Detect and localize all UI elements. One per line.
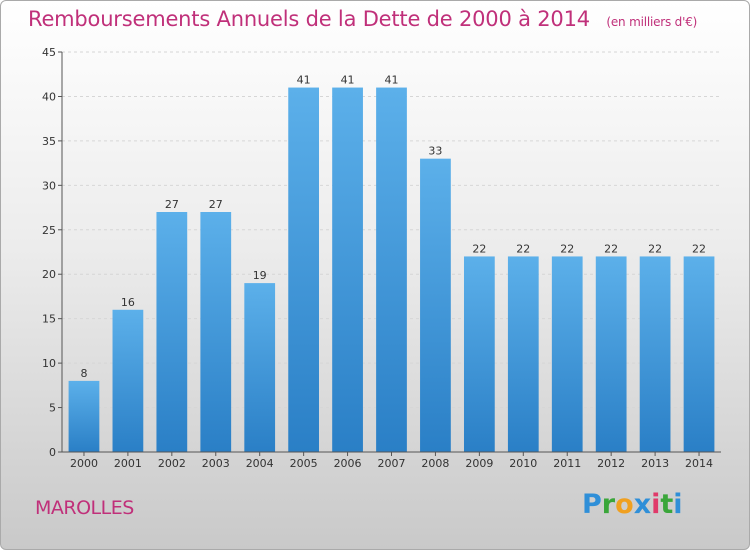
bar bbox=[595, 256, 627, 452]
bar-value-label: 41 bbox=[297, 74, 311, 87]
bar-value-label: 8 bbox=[80, 367, 87, 380]
bar bbox=[507, 256, 539, 452]
x-tick-label: 2011 bbox=[553, 457, 581, 470]
logo-letter: x bbox=[633, 489, 652, 520]
commune-name: MAROLLES bbox=[35, 497, 134, 519]
bar-value-label: 33 bbox=[428, 145, 442, 158]
bar-value-label: 22 bbox=[516, 242, 530, 255]
logo-letter: t bbox=[660, 489, 674, 520]
y-tick-label: 25 bbox=[42, 224, 56, 237]
chart-subtitle: (en milliers d'€) bbox=[606, 15, 698, 29]
bar-value-label: 16 bbox=[121, 296, 135, 309]
y-tick-label: 40 bbox=[42, 90, 56, 103]
bar bbox=[551, 256, 583, 452]
bar bbox=[639, 256, 671, 452]
x-tick-label: 2003 bbox=[202, 457, 230, 470]
bar-value-label: 22 bbox=[604, 242, 618, 255]
bar-value-label: 41 bbox=[341, 74, 355, 87]
x-tick-label: 2000 bbox=[70, 457, 98, 470]
x-tick-label: 2009 bbox=[465, 457, 493, 470]
x-tick-label: 2005 bbox=[290, 457, 318, 470]
bar bbox=[288, 87, 320, 453]
y-tick-label: 15 bbox=[42, 313, 56, 326]
bar bbox=[200, 212, 232, 452]
logo-letter: P bbox=[582, 489, 602, 520]
y-tick-label: 30 bbox=[42, 179, 56, 192]
x-tick-label: 2002 bbox=[158, 457, 186, 470]
bar bbox=[376, 87, 407, 453]
bar-value-label: 22 bbox=[648, 242, 662, 255]
chart-title-text: Remboursements Annuels de la Dette de 20… bbox=[28, 7, 590, 31]
x-tick-label: 2012 bbox=[597, 457, 625, 470]
bar bbox=[68, 380, 100, 452]
y-tick-label: 35 bbox=[42, 135, 56, 148]
x-tick-label: 2004 bbox=[246, 457, 274, 470]
x-tick-label: 2014 bbox=[685, 457, 713, 470]
bar bbox=[112, 309, 144, 452]
y-tick-label: 20 bbox=[42, 268, 56, 281]
bar-value-label: 22 bbox=[560, 242, 574, 255]
y-tick-label: 0 bbox=[49, 446, 56, 459]
y-tick-label: 5 bbox=[49, 402, 56, 415]
y-tick-label: 45 bbox=[42, 46, 56, 59]
x-tick-label: 2007 bbox=[378, 457, 406, 470]
bar bbox=[420, 158, 451, 452]
bar-value-label: 41 bbox=[385, 74, 399, 87]
bar-value-label: 19 bbox=[253, 269, 267, 282]
bar bbox=[683, 256, 715, 452]
x-tick-label: 2008 bbox=[421, 457, 449, 470]
logo-letter: i bbox=[673, 489, 683, 520]
bar bbox=[244, 283, 276, 452]
bar-value-label: 27 bbox=[209, 198, 223, 211]
bar-value-label: 27 bbox=[165, 198, 179, 211]
proxiti-logo: Proxiti bbox=[582, 489, 683, 520]
bar-value-label: 22 bbox=[472, 242, 486, 255]
chart-title: Remboursements Annuels de la Dette de 20… bbox=[28, 7, 697, 31]
logo-letter: i bbox=[651, 489, 661, 520]
logo-letter: o bbox=[615, 489, 634, 520]
bar bbox=[463, 256, 495, 452]
x-tick-label: 2001 bbox=[114, 457, 142, 470]
x-tick-label: 2006 bbox=[334, 457, 362, 470]
bar bbox=[156, 212, 188, 452]
x-tick-label: 2013 bbox=[641, 457, 669, 470]
bar-value-label: 22 bbox=[692, 242, 706, 255]
y-tick-label: 10 bbox=[42, 357, 56, 370]
x-tick-label: 2010 bbox=[509, 457, 537, 470]
logo-letter: r bbox=[601, 489, 616, 520]
bar bbox=[332, 87, 363, 453]
